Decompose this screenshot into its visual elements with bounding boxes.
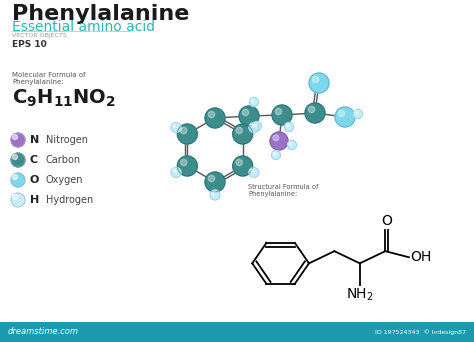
Circle shape	[309, 73, 329, 93]
Circle shape	[273, 152, 276, 155]
Circle shape	[11, 153, 25, 167]
Circle shape	[249, 97, 258, 106]
Circle shape	[11, 193, 25, 207]
Circle shape	[272, 150, 281, 159]
Text: Oxygen: Oxygen	[46, 175, 83, 185]
Text: ID 197524343  © lvdesign87: ID 197524343 © lvdesign87	[375, 329, 466, 335]
Circle shape	[275, 108, 282, 115]
Circle shape	[242, 109, 249, 116]
Circle shape	[181, 159, 187, 166]
Circle shape	[12, 195, 18, 199]
Text: dreamstime.com: dreamstime.com	[8, 328, 79, 337]
Text: VECTOR OBJECTS: VECTOR OBJECTS	[12, 33, 67, 38]
Circle shape	[12, 174, 18, 180]
Circle shape	[236, 127, 242, 134]
Circle shape	[249, 122, 259, 132]
Circle shape	[171, 122, 181, 132]
Circle shape	[338, 110, 345, 117]
Circle shape	[11, 133, 25, 147]
Text: Nitrogen: Nitrogen	[46, 135, 88, 145]
Circle shape	[284, 122, 293, 132]
FancyBboxPatch shape	[0, 322, 474, 342]
Circle shape	[173, 124, 176, 127]
Circle shape	[312, 76, 319, 83]
Circle shape	[12, 155, 18, 159]
Circle shape	[239, 106, 259, 126]
Circle shape	[249, 168, 259, 177]
Circle shape	[205, 172, 225, 192]
Circle shape	[253, 121, 262, 131]
Circle shape	[272, 105, 292, 125]
Text: EPS 10: EPS 10	[12, 40, 47, 49]
Text: Structural Formula of
Phenylalanine:: Structural Formula of Phenylalanine:	[248, 184, 319, 197]
Text: Carbon: Carbon	[46, 155, 81, 165]
Circle shape	[233, 156, 253, 176]
Circle shape	[233, 124, 253, 144]
Text: N: N	[30, 135, 39, 145]
Text: $\mathbf{C_9H_{11}NO_2}$: $\mathbf{C_9H_{11}NO_2}$	[12, 88, 116, 109]
Circle shape	[288, 141, 297, 149]
Circle shape	[289, 142, 292, 145]
Text: Phenylalanine: Phenylalanine	[12, 4, 190, 24]
Circle shape	[181, 127, 187, 134]
Text: H: H	[30, 195, 39, 205]
Text: Essential amino acid: Essential amino acid	[12, 20, 155, 34]
Circle shape	[205, 108, 225, 128]
Circle shape	[208, 175, 215, 182]
Circle shape	[273, 135, 279, 141]
Text: O: O	[382, 214, 392, 228]
Circle shape	[354, 109, 363, 118]
Text: Hydrogen: Hydrogen	[46, 195, 93, 205]
Circle shape	[171, 168, 181, 177]
Circle shape	[177, 156, 197, 176]
Circle shape	[173, 169, 176, 172]
Circle shape	[208, 111, 215, 118]
Circle shape	[236, 159, 242, 166]
Circle shape	[305, 103, 325, 123]
Circle shape	[251, 124, 254, 127]
Circle shape	[251, 99, 254, 102]
Circle shape	[251, 169, 254, 172]
Circle shape	[335, 107, 355, 127]
Circle shape	[177, 124, 197, 144]
Circle shape	[210, 190, 220, 200]
Circle shape	[308, 106, 315, 113]
Circle shape	[11, 173, 25, 187]
Circle shape	[286, 124, 289, 127]
Circle shape	[270, 132, 288, 150]
Circle shape	[12, 134, 18, 140]
Text: O: O	[30, 175, 39, 185]
Text: C: C	[30, 155, 38, 165]
Text: Molecular Formula of
Phenylalanine:: Molecular Formula of Phenylalanine:	[12, 72, 85, 85]
Circle shape	[355, 111, 358, 114]
Circle shape	[212, 192, 215, 195]
Circle shape	[254, 123, 257, 126]
Text: NH$_2$: NH$_2$	[346, 287, 374, 303]
Text: OH: OH	[410, 250, 432, 264]
